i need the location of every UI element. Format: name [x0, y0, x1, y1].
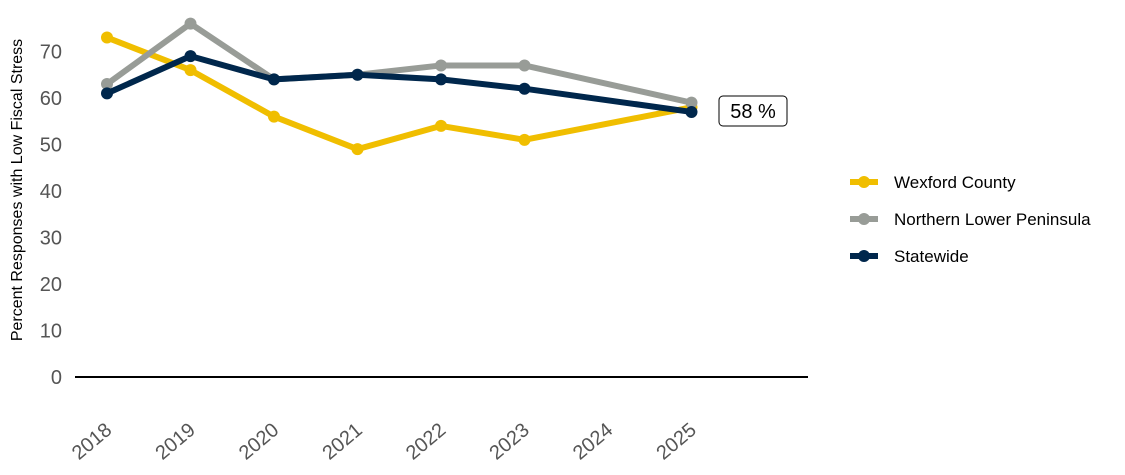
- data-point-2: [518, 82, 531, 95]
- data-point-1: [184, 17, 197, 30]
- data-point-1: [435, 59, 447, 72]
- value-callout: 58 %: [718, 95, 788, 127]
- x-axis-ticks: 2018 2019 2020 2021 2022 2023 2024 2025: [68, 419, 701, 464]
- data-point-0: [435, 119, 447, 132]
- legend-swatch-marker: [858, 250, 870, 262]
- y-tick-label: 0: [51, 367, 62, 389]
- x-tick-label: 2019: [151, 419, 199, 464]
- callout-box: [718, 95, 788, 127]
- legend-label: Northern Lower Peninsula: [894, 210, 1091, 229]
- y-tick-label: 70: [40, 42, 62, 64]
- data-point-2: [101, 87, 113, 100]
- x-tick-label: 2023: [485, 419, 533, 464]
- x-tick-label: 2020: [235, 419, 283, 464]
- data-point-0: [184, 64, 197, 77]
- legend: Wexford County Northern Lower Peninsula St…: [850, 173, 1091, 266]
- data-point-1: [685, 96, 698, 109]
- data-point-2: [435, 73, 447, 86]
- legend-label: Statewide: [894, 247, 969, 266]
- data-point-2: [685, 105, 698, 118]
- legend-label: Wexford County: [894, 173, 1016, 192]
- x-tick-label: 2025: [652, 419, 700, 464]
- y-axis-label: Percent Responses with Low Fiscal Stress: [9, 39, 26, 341]
- data-point-0: [268, 110, 280, 123]
- y-tick-label: 20: [40, 274, 62, 296]
- data-point-1: [518, 59, 531, 72]
- y-tick-label: 60: [40, 88, 62, 110]
- y-tick-label: 10: [40, 321, 62, 343]
- y-tick-label: 30: [40, 228, 62, 250]
- data-point-0: [351, 143, 364, 156]
- series-group: [101, 17, 698, 156]
- data-point-2: [184, 50, 197, 63]
- x-tick-label: 2022: [402, 419, 450, 464]
- legend-swatch-marker: [858, 176, 870, 188]
- series-line-1: [104, 20, 695, 106]
- y-axis-ticks: 0 10 20 30 40 50 60 70: [40, 42, 62, 390]
- data-point-0: [518, 133, 531, 146]
- x-tick-label: 2021: [318, 419, 366, 464]
- callout-text: 58 %: [730, 101, 776, 123]
- y-tick-label: 40: [40, 181, 62, 203]
- legend-swatch-marker: [858, 213, 870, 225]
- data-point-2: [268, 73, 280, 86]
- x-tick-label: 2018: [68, 419, 116, 464]
- y-tick-label: 50: [40, 135, 62, 157]
- x-tick-label: 2024: [569, 419, 617, 464]
- data-point-0: [101, 31, 113, 44]
- data-point-1: [101, 78, 113, 91]
- data-point-2: [351, 68, 364, 81]
